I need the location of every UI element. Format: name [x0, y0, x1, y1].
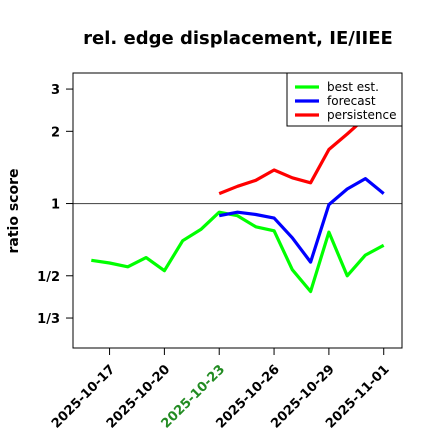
chart-title: rel. edge displacement, IE/IIEE [83, 28, 393, 49]
plot-frame [72, 72, 403, 349]
y-axis-label: ratio score [6, 169, 22, 254]
y-tick-label: 1/2 [37, 270, 60, 285]
legend-entry: persistence [327, 108, 396, 122]
legend-entry: best est. [327, 80, 379, 94]
series-line-forecast [218, 177, 385, 264]
y-tick-label: 3 [51, 83, 60, 98]
axes: 3211/21/32025-10-172025-10-202025-10-232… [37, 72, 403, 432]
series-line-best-est- [91, 210, 385, 294]
y-tick-label: 1/3 [37, 312, 60, 327]
y-tick-label: 2 [51, 125, 60, 140]
legend-entry: forecast [327, 94, 376, 108]
y-tick-label: 1 [51, 198, 60, 213]
plot-area [73, 115, 402, 294]
